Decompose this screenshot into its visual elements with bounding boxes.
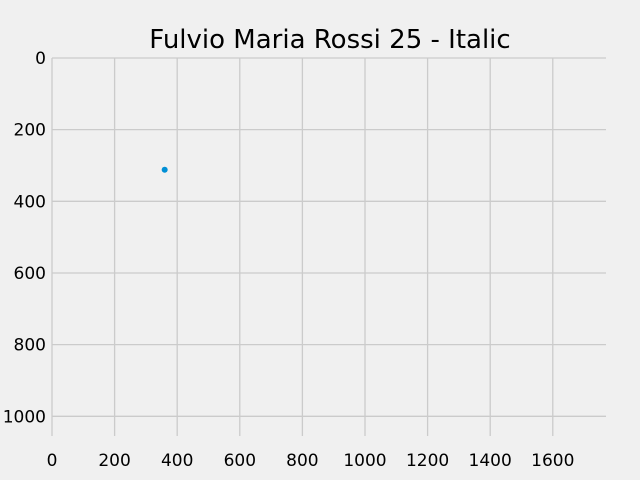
y-tick-label: 0 <box>35 49 46 69</box>
x-tick-label: 600 <box>224 451 256 471</box>
chart-title: Fulvio Maria Rossi 25 - Italic <box>149 25 510 55</box>
data-point <box>161 166 168 173</box>
y-tick-labels: 0 200 400 600 800 1000 <box>3 49 46 427</box>
y-tick-label: 800 <box>14 336 46 356</box>
grid <box>51 57 606 436</box>
x-tick-label: 1000 <box>343 451 386 471</box>
x-tick-label: 200 <box>98 451 130 471</box>
x-tick-label: 1200 <box>406 451 449 471</box>
x-tick-label: 800 <box>286 451 318 471</box>
x-tick-label: 400 <box>161 451 193 471</box>
x-tick-labels: 0 200 400 600 800 1000 1200 1400 1600 <box>47 451 575 471</box>
x-tick-label: 1400 <box>469 451 512 471</box>
data-points <box>161 166 168 173</box>
y-tick-label: 600 <box>14 264 46 284</box>
x-tick-label: 1600 <box>531 451 574 471</box>
x-tick-label: 0 <box>47 451 58 471</box>
y-tick-label: 200 <box>14 121 46 141</box>
y-tick-label: 1000 <box>3 407 46 427</box>
y-tick-label: 400 <box>14 192 46 212</box>
